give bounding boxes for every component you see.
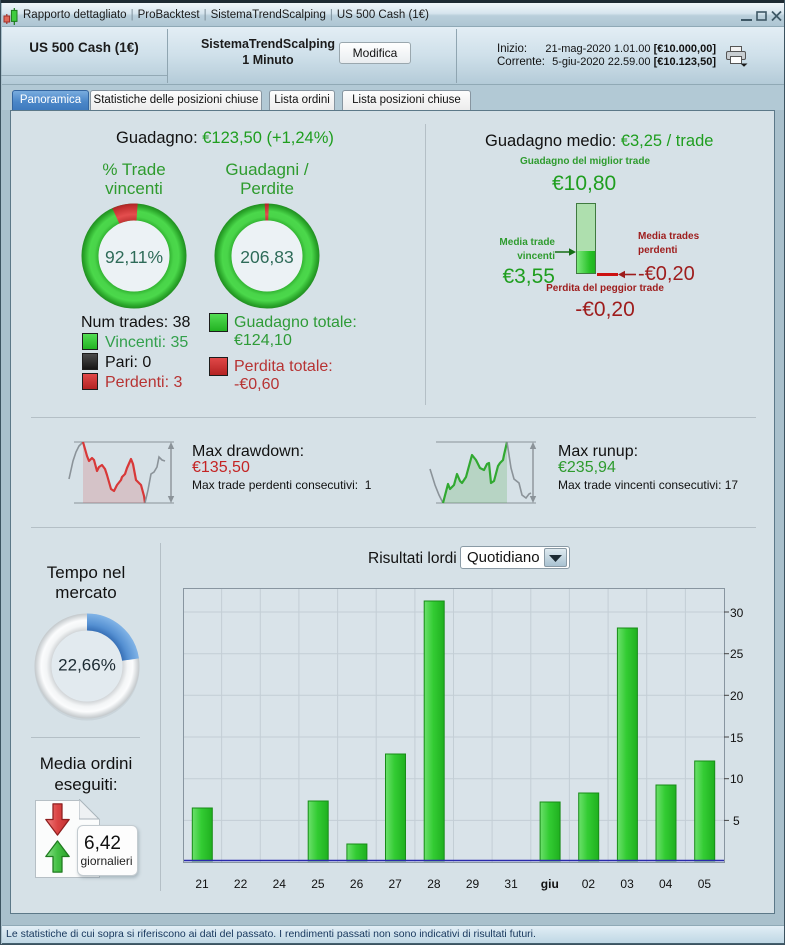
- svg-text:22,66%: 22,66%: [58, 656, 116, 675]
- svg-text:92,11%: 92,11%: [105, 247, 163, 267]
- svg-text:206,83: 206,83: [240, 247, 294, 267]
